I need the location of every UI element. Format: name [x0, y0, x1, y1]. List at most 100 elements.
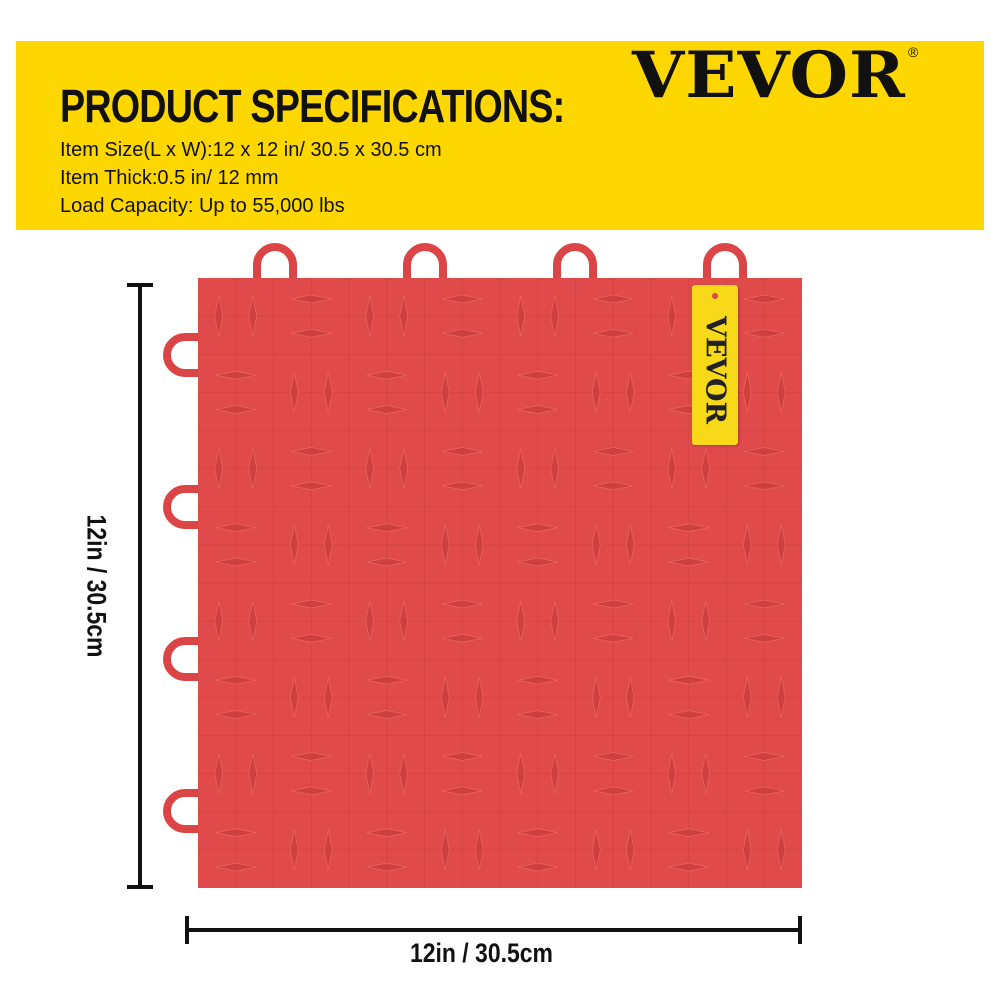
registered-mark: ®: [908, 44, 919, 60]
tile-diamond-ridge: [701, 448, 711, 489]
tile-diamond-ridge: [215, 828, 256, 838]
tile-diamond-ridge: [517, 675, 558, 685]
tile-diamond-ridge: [215, 675, 256, 685]
tile-diamond-ridge: [289, 829, 299, 870]
tile-diamond-ridge: [289, 677, 299, 718]
tile-diamond-ridge: [399, 601, 409, 642]
tile-diamond-ridge: [214, 296, 224, 337]
tile-diamond-ridge: [291, 786, 332, 796]
tile-diamond-ridge: [442, 786, 483, 796]
tile-diamond-ridge: [366, 862, 407, 872]
tile-diamond-ridge: [323, 677, 333, 718]
tile-diamond-ridge: [289, 524, 299, 565]
tile-diamond-ridge: [366, 710, 407, 719]
tile-diamond-ridge: [323, 524, 333, 565]
tile-diamond-ridge: [593, 786, 634, 796]
tile-diamond-ridge: [742, 524, 752, 565]
tile-diamond-ridge: [744, 786, 785, 796]
tile-diamond-ridge: [474, 829, 484, 870]
tile-diamond-ridge: [550, 296, 560, 337]
tile-diamond-ridge: [442, 481, 483, 491]
tile-diamond-ridge: [442, 752, 483, 761]
tile-diamond-ridge: [291, 481, 332, 491]
tile-diamond-ridge: [776, 829, 786, 870]
tile-diamond-ridge: [215, 710, 256, 719]
tile-diamond-ridge: [442, 447, 483, 456]
tile-diamond-ridge: [442, 633, 483, 643]
tile-diamond-ridge: [399, 753, 409, 794]
tag-hole: [712, 293, 718, 299]
height-dimension-label: 12in / 30.5cm: [81, 514, 112, 658]
tile-diamond-ridge: [323, 372, 333, 413]
spec-title: PRODUCT SPECIFICATIONS:: [60, 80, 565, 132]
tile-diamond-ridge: [366, 675, 407, 685]
tile-diamond-ridge: [215, 405, 256, 414]
tile-diamond-ridge: [215, 557, 256, 567]
tile-diamond-ridge: [289, 372, 299, 413]
tile-diamond-ridge: [442, 599, 483, 609]
connector-loop-top: [253, 243, 297, 282]
tile-diamond-ridge: [591, 677, 601, 718]
tile-diamond-ridge: [366, 405, 407, 414]
tile-diamond-ridge: [291, 294, 332, 304]
brand-logo: VEVOR: [632, 38, 906, 113]
tile-diamond-ridge: [366, 557, 407, 567]
tile-diamond-ridge: [744, 294, 785, 304]
tile-diamond-ridge: [517, 862, 558, 872]
tile-diamond-ridge: [215, 862, 256, 872]
tile-diamond-ridge: [593, 294, 634, 304]
tile-diamond-ridge: [291, 328, 332, 338]
tile-diamond-ridge: [667, 448, 677, 489]
tile-diamond-ridge: [517, 710, 558, 719]
tile-diamond-ridge: [591, 829, 601, 870]
tag-logo: VEVOR: [699, 316, 731, 424]
tile-diamond-ridge: [291, 633, 332, 643]
tile-diamond-ridge: [517, 405, 558, 414]
tile-diamond-ridge: [668, 710, 709, 719]
tile-diamond-ridge: [517, 557, 558, 567]
tile-diamond-ridge: [591, 524, 601, 565]
tile-diamond-ridge: [625, 829, 635, 870]
tile-diamond-ridge: [593, 328, 634, 338]
tile-diamond-ridge: [517, 370, 558, 380]
tile-diamond-ridge: [440, 372, 450, 413]
tile-diamond-ridge: [667, 296, 677, 337]
tile-diamond-ridge: [291, 447, 332, 456]
tile-diamond-ridge: [474, 372, 484, 413]
tile-diamond-ridge: [365, 753, 375, 794]
tile-diamond-ridge: [516, 601, 526, 642]
tile-diamond-ridge: [442, 328, 483, 338]
tile-diamond-ridge: [442, 294, 483, 304]
tile-diamond-ridge: [701, 753, 711, 794]
tile-diamond-ridge: [474, 677, 484, 718]
tile-diamond-ridge: [399, 448, 409, 489]
tile-diamond-ridge: [440, 677, 450, 718]
tile-diamond-ridge: [744, 752, 785, 761]
tile-diamond-ridge: [667, 753, 677, 794]
tile-diamond-ridge: [593, 633, 634, 643]
tile-diamond-ridge: [215, 523, 256, 533]
connector-loop-top: [703, 243, 747, 282]
spec-item-size: Item Size(L x W):12 x 12 in/ 30.5 x 30.5…: [60, 139, 442, 161]
tile-diamond-ridge: [365, 448, 375, 489]
tile-diamond-ridge: [776, 372, 786, 413]
tile-diamond-ridge: [625, 524, 635, 565]
tile-diamond-ridge: [776, 677, 786, 718]
tile-diamond-ridge: [593, 752, 634, 761]
tile-diamond-ridge: [776, 524, 786, 565]
tile-diamond-ridge: [744, 447, 785, 456]
tile-diamond-ridge: [248, 753, 258, 794]
tile-diamond-ridge: [593, 481, 634, 491]
hang-tag: VEVOR: [692, 285, 738, 445]
spec-item-thickness: Item Thick:0.5 in/ 12 mm: [60, 167, 279, 189]
tile-diamond-ridge: [516, 448, 526, 489]
tile-diamond-ridge: [550, 753, 560, 794]
connector-loop-top: [403, 243, 447, 282]
tile-diamond-ridge: [742, 829, 752, 870]
tile-diamond-ridge: [593, 599, 634, 609]
tile-diamond-ridge: [291, 752, 332, 761]
tile-diamond-ridge: [440, 524, 450, 565]
tile-diamond-ridge: [214, 753, 224, 794]
tile-diamond-ridge: [744, 633, 785, 643]
tile-diamond-ridge: [744, 599, 785, 609]
